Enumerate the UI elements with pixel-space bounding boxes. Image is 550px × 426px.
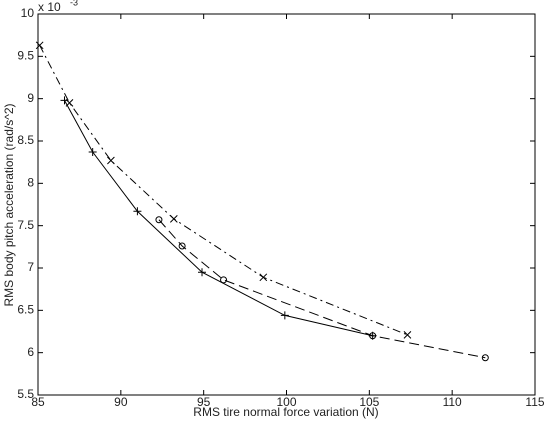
marker	[178, 242, 186, 250]
y-tick-label: 9.5	[17, 49, 34, 63]
x-tick-label: 95	[197, 395, 211, 409]
y-scale-exponent: -3	[70, 0, 78, 7]
x-tick-label: 100	[276, 395, 296, 409]
marker	[155, 216, 163, 224]
marker	[403, 331, 412, 339]
x-tick-label: 115	[525, 395, 544, 409]
y-tick-label: 7.5	[17, 218, 34, 232]
marker	[369, 332, 377, 340]
y-tick-label: 6.5	[17, 303, 34, 317]
marker	[280, 311, 289, 320]
series-line	[64, 100, 373, 337]
y-axis-label: RMS body pitch acceleration (rad/s^2)	[2, 103, 16, 306]
marker	[198, 268, 207, 277]
series-line	[158, 219, 486, 359]
x-tick-label: 110	[443, 395, 462, 409]
y-tick-label: 6	[27, 345, 34, 359]
series-line	[39, 45, 408, 336]
marker	[35, 41, 44, 50]
y-tick-label: 5.5	[17, 387, 34, 401]
x-axis-label: RMS tire normal force variation (N)	[193, 405, 378, 419]
x-tick-label: 85	[31, 395, 45, 409]
marker	[481, 354, 489, 362]
y-tick-label: 8.5	[17, 133, 34, 147]
y-tick-label: 10	[21, 6, 35, 20]
y-scale-base: x 10	[38, 0, 61, 14]
marker	[65, 99, 74, 107]
marker	[220, 276, 228, 284]
x-tick-label: 90	[114, 395, 128, 409]
x-tick-label: 105	[359, 395, 379, 409]
marker	[107, 156, 115, 165]
marker	[169, 215, 178, 223]
y-tick-label: 8	[27, 176, 34, 190]
marker	[133, 207, 142, 216]
marker	[88, 148, 97, 157]
y-tick-label: 7	[27, 260, 34, 274]
y-tick-label: 9	[27, 91, 34, 105]
marker	[259, 273, 268, 282]
